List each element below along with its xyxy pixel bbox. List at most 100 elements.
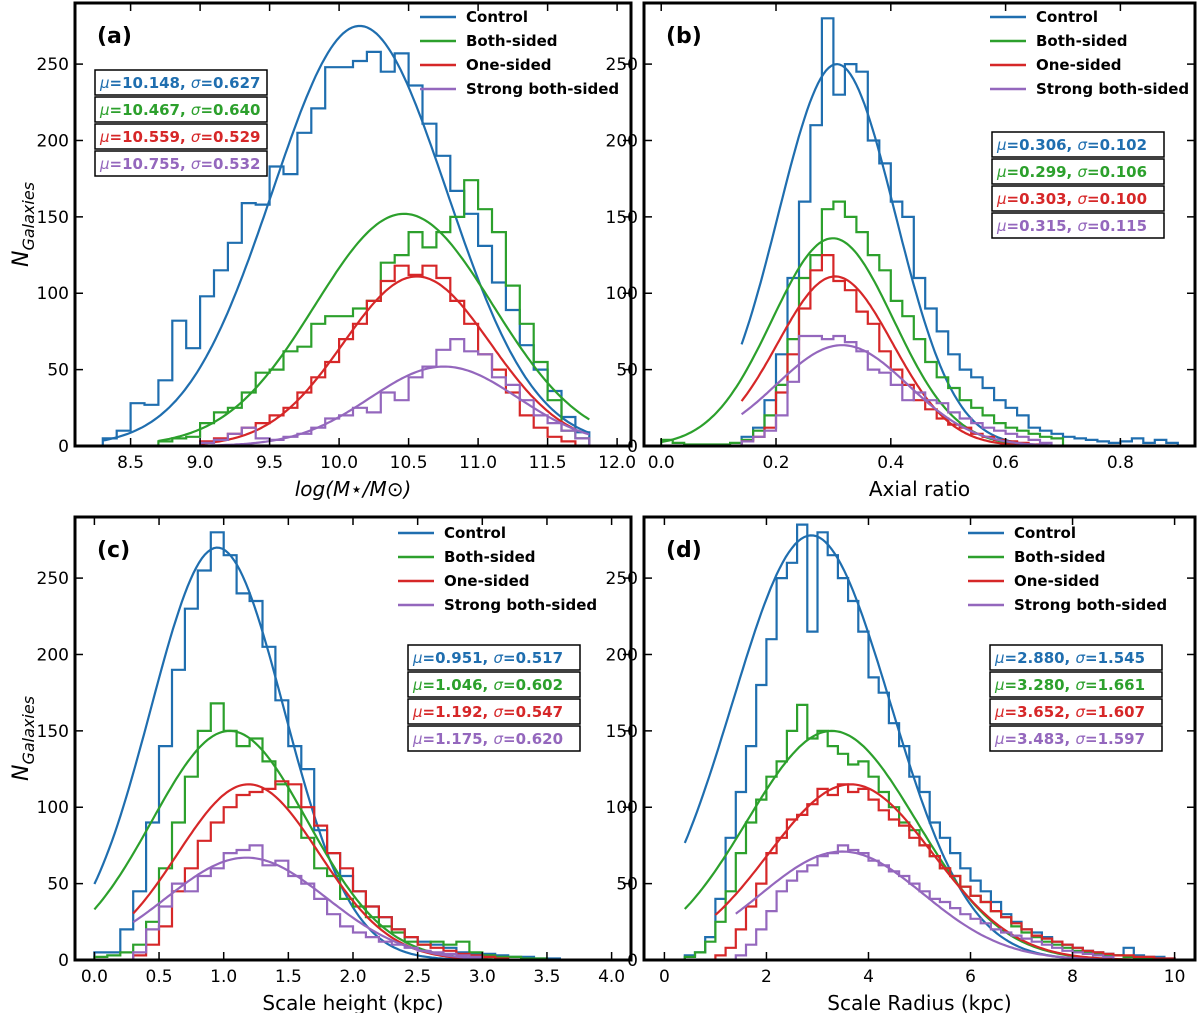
legend-entry: Strong both-sided [466, 80, 619, 98]
series-strong [740, 334, 1053, 446]
fit-curve-both [660, 237, 1063, 446]
y-tick-label: 0 [627, 437, 638, 457]
x-tick-label: 9.0 [187, 453, 214, 473]
plot-area [101, 24, 591, 446]
x-tick-label: 8.5 [117, 453, 144, 473]
histogram-strong [740, 334, 1053, 446]
stats-box [991, 131, 1165, 158]
stats-box [94, 150, 268, 177]
stats-box [407, 698, 581, 725]
stats-text: μ=1.175, σ=0.620 [412, 730, 563, 748]
stats-text: μ=3.280, σ=1.661 [994, 676, 1145, 694]
y-tick-label: 100 [606, 284, 638, 304]
stats-box [989, 644, 1163, 671]
series-strong [132, 844, 484, 960]
stats-box [407, 671, 581, 698]
y-axis-label: NGalaxies [9, 182, 38, 267]
histogram-one [740, 254, 1042, 446]
stats-text: μ=2.880, σ=1.545 [994, 649, 1145, 667]
x-tick-label: 3.0 [469, 967, 496, 987]
x-tick-label: 0.4 [877, 453, 904, 473]
stats-text: μ=10.467, σ=0.640 [99, 101, 260, 119]
stats-text: μ=1.192, σ=0.547 [412, 703, 563, 721]
x-tick-label: 8 [1067, 967, 1078, 987]
legend-entry: One-sided [1036, 56, 1122, 74]
fit-curve-one [200, 275, 576, 445]
x-axis-label: log(M⋆/M⊙) [295, 477, 412, 501]
stats-box [989, 725, 1163, 752]
fit-curve-strong [132, 856, 483, 960]
series-control [101, 24, 591, 446]
legend: Control Both-sided One-sided Strong both-si… [420, 8, 619, 98]
y-tick-label: 100 [606, 798, 638, 818]
stats-text: μ=0.299, σ=0.106 [996, 163, 1147, 181]
fit-curve-strong [200, 365, 590, 446]
fit-curve-one [714, 783, 1175, 960]
x-tick-label: 0.0 [648, 453, 675, 473]
stats-box [94, 96, 268, 123]
histogram-one [714, 783, 1176, 960]
x-tick-label: 0.2 [762, 453, 789, 473]
stats-text: μ=0.951, σ=0.517 [412, 649, 563, 667]
y-tick-label: 150 [606, 722, 638, 742]
x-tick-label: 10 [1164, 967, 1186, 987]
x-tick-label: 4 [863, 967, 874, 987]
legend-entry: One-sided [466, 56, 552, 74]
y-tick-label: 250 [606, 569, 638, 589]
x-tick-label: 1.0 [210, 967, 237, 987]
legend-entry: Strong both-sided [1014, 596, 1167, 614]
fit-curve-both [158, 212, 590, 442]
legend: Control Both-sided One-sided Strong both-si… [990, 8, 1189, 98]
y-tick-label: 200 [606, 131, 638, 151]
series-one [132, 780, 510, 960]
y-tick-label: 200 [37, 645, 69, 665]
stats-boxes: μ=2.880, σ=1.545 μ=3.280, σ=1.661 μ=3.652,… [989, 644, 1163, 752]
panel-b: 0.0 0.2 0.4 0.6 0.8 0 50 100 150 200 250 (b) Axial r… [606, 1, 1197, 501]
x-tick-label: 2 [761, 967, 772, 987]
fit-curve-control [102, 24, 590, 442]
y-tick-label: 50 [47, 361, 69, 381]
fit-curve-strong [735, 850, 1114, 960]
y-tick-label: 100 [37, 798, 69, 818]
legend-entry: Both-sided [1014, 548, 1106, 566]
y-tick-label: 250 [606, 55, 638, 75]
stats-box [989, 698, 1163, 725]
fit-curve-one [740, 275, 1040, 446]
x-tick-label: 0.5 [146, 967, 173, 987]
legend-entry: Strong both-sided [1036, 80, 1189, 98]
panel-label: (a) [97, 24, 132, 49]
series-one [740, 254, 1042, 446]
x-tick-label: 4.0 [598, 967, 625, 987]
y-tick-label: 0 [58, 951, 69, 971]
stats-box [991, 185, 1165, 212]
panel-label: (b) [666, 24, 702, 49]
panel-label: (c) [97, 538, 130, 563]
histogram-both [157, 179, 591, 446]
legend-entry: Both-sided [466, 32, 558, 50]
axes-frame [73, 1, 633, 448]
y-tick-label: 150 [606, 208, 638, 228]
panel-c: 0.0 0.5 1.0 1.5 2.0 2.5 3.0 3.5 4.0 0 50 100 150 200 2… [9, 515, 633, 1013]
axes-frame [642, 1, 1197, 448]
stats-text: μ=10.559, σ=0.529 [99, 128, 260, 146]
histogram-strong [734, 844, 1115, 960]
x-tick-label: 9.5 [256, 453, 283, 473]
axes-frame [642, 515, 1197, 962]
stats-box [991, 212, 1165, 239]
x-tick-label: 10.0 [320, 453, 358, 473]
x-tick-label: 0.6 [992, 453, 1019, 473]
stats-boxes: μ=0.951, σ=0.517 μ=1.046, σ=0.602 μ=1.192,… [407, 644, 581, 752]
x-axis-label: Axial ratio [869, 477, 970, 501]
x-tick-label: 2.5 [404, 967, 431, 987]
panel-a: 8.5 9.0 9.5 10.0 10.5 11.0 11.5 12.005010015020… [9, 1, 636, 501]
x-tick-label: 1.5 [275, 967, 302, 987]
legend-entry: One-sided [1014, 572, 1100, 590]
y-tick-label: 50 [47, 875, 69, 895]
series-strong [199, 338, 591, 446]
y-tick-label: 200 [37, 131, 69, 151]
y-tick-label: 250 [37, 569, 69, 589]
stats-text: μ=0.306, σ=0.102 [996, 136, 1147, 154]
legend-entry: Control [1014, 524, 1076, 542]
histogram-control [740, 17, 1179, 446]
